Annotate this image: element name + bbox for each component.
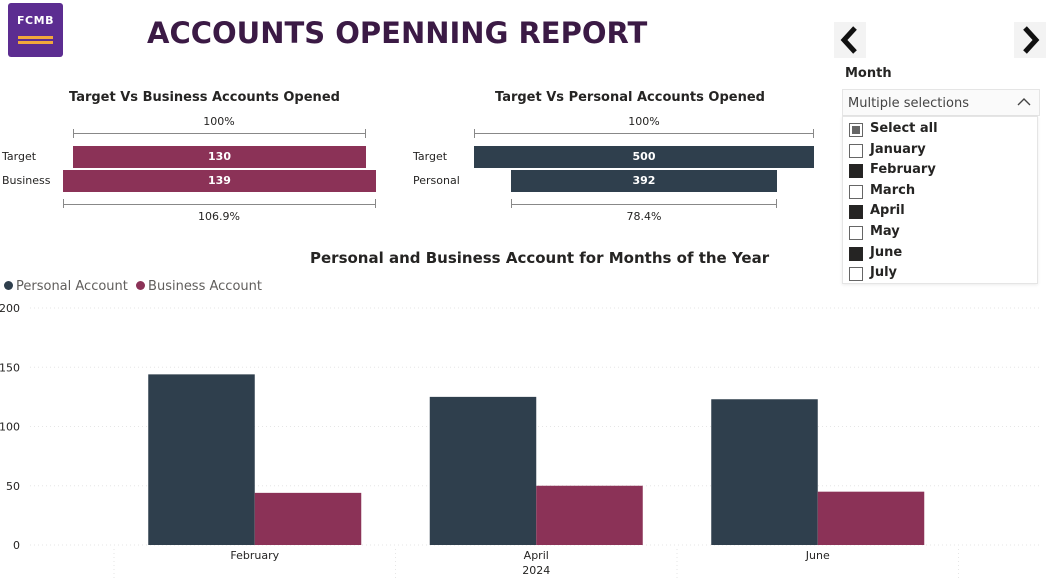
bar-personal-account-february[interactable] bbox=[148, 374, 255, 545]
business-target-bar[interactable]: 130 bbox=[73, 146, 366, 168]
month-option-march[interactable]: March bbox=[843, 182, 1033, 202]
chevron-up-icon bbox=[1017, 98, 1031, 106]
month-dropdown[interactable]: Multiple selections bbox=[842, 89, 1040, 116]
y-tick-label: 50 bbox=[6, 480, 20, 493]
month-option-february[interactable]: February bbox=[843, 161, 1033, 181]
month-option-label: June bbox=[870, 244, 903, 260]
month-option-label: Select all bbox=[870, 121, 938, 136]
month-option-label: March bbox=[870, 182, 916, 198]
bar-business-account-june[interactable] bbox=[817, 491, 925, 545]
checkbox-icon bbox=[849, 164, 863, 179]
month-slicer: Month Multiple selections Select all Janu… bbox=[836, 62, 1046, 284]
chart-legend: Personal Account Business Account bbox=[4, 279, 266, 294]
month-option-january[interactable]: January bbox=[843, 141, 1033, 161]
month-option-list: Select all January February March April May Ju… bbox=[842, 116, 1038, 284]
funnel-guide-tick bbox=[63, 199, 64, 208]
checkbox-icon bbox=[849, 143, 863, 158]
x-tick-label: June bbox=[805, 549, 830, 562]
bar-personal-account-june[interactable] bbox=[711, 399, 818, 545]
funnel-guide-line bbox=[73, 133, 366, 134]
personal-row-label-actual: Personal bbox=[413, 174, 460, 187]
month-option-label: July bbox=[870, 265, 898, 281]
x-tick-label: February bbox=[230, 549, 279, 562]
checkbox-icon bbox=[849, 123, 863, 137]
legend-item-business[interactable]: Business Account bbox=[136, 279, 262, 294]
month-option-april[interactable]: April bbox=[843, 202, 1033, 222]
legend-dot bbox=[4, 281, 13, 290]
report-title: ACCOUNTS OPENNING REPORT bbox=[147, 16, 648, 50]
business-funnel-title: Target Vs Business Accounts Opened bbox=[69, 90, 340, 105]
funnel-guide-line bbox=[511, 204, 777, 205]
month-option-label: April bbox=[870, 203, 905, 219]
business-funnel: Target Vs Business Accounts Opened 100% … bbox=[0, 88, 400, 228]
personal-actual-bar[interactable]: 392 bbox=[510, 170, 778, 192]
column-chart: 0 50 100 150 200 February April June 2024 bbox=[0, 302, 1040, 581]
month-option-july[interactable]: July bbox=[843, 264, 1033, 284]
business-bottom-percent: 106.9% bbox=[198, 210, 240, 223]
personal-top-percent: 100% bbox=[628, 115, 660, 128]
funnel-guide-line bbox=[63, 204, 376, 205]
x-tick-label: April bbox=[524, 549, 549, 562]
slicer-title: Month bbox=[845, 66, 892, 81]
checkbox-icon bbox=[849, 205, 863, 220]
chevron-right-icon bbox=[1023, 26, 1040, 54]
personal-bottom-percent: 78.4% bbox=[626, 210, 662, 223]
legend-dot bbox=[136, 281, 146, 290]
legend-label: Personal Account bbox=[16, 279, 128, 294]
x-group-label: 2024 bbox=[522, 564, 550, 577]
checkbox-icon bbox=[849, 184, 863, 199]
month-option-may[interactable]: May bbox=[843, 223, 1033, 243]
bar-personal-account-april[interactable] bbox=[429, 396, 537, 545]
personal-target-bar[interactable]: 500 bbox=[474, 146, 814, 168]
funnel-guide-tick bbox=[73, 129, 74, 138]
checkbox-icon bbox=[849, 246, 863, 261]
month-option-label: January bbox=[870, 141, 926, 157]
business-actual-bar[interactable]: 139 bbox=[62, 170, 377, 192]
logo-stripe bbox=[18, 41, 53, 44]
business-row-label-target: Target bbox=[2, 150, 37, 163]
funnel-guide-tick bbox=[776, 199, 777, 208]
logo-stripe bbox=[18, 36, 53, 39]
funnel-guide-tick bbox=[365, 129, 366, 138]
slicer-next-button[interactable] bbox=[1014, 22, 1046, 58]
month-option-june[interactable]: June bbox=[843, 244, 1033, 264]
funnel-guide-tick bbox=[375, 199, 376, 208]
y-tick-label: 100 bbox=[0, 421, 20, 434]
personal-row-label-target: Target bbox=[413, 150, 448, 163]
checkbox-icon bbox=[849, 267, 863, 282]
month-option-label: May bbox=[870, 224, 900, 239]
funnel-guide-tick bbox=[813, 129, 814, 138]
funnel-guide-tick bbox=[474, 129, 475, 138]
funnel-guide-tick bbox=[511, 199, 512, 208]
y-tick-label: 0 bbox=[13, 539, 20, 552]
checkbox-icon bbox=[849, 226, 863, 240]
business-top-percent: 100% bbox=[203, 115, 235, 128]
slicer-prev-button[interactable] bbox=[834, 22, 866, 58]
y-tick-label: 200 bbox=[0, 302, 20, 315]
month-option-select-all[interactable]: Select all bbox=[843, 120, 1033, 140]
y-tick-label: 150 bbox=[0, 361, 20, 374]
legend-label: Business Account bbox=[148, 279, 262, 294]
business-row-label-actual: Business bbox=[2, 174, 51, 187]
month-option-label: February bbox=[870, 162, 936, 178]
bar-business-account-february[interactable] bbox=[254, 492, 362, 545]
dropdown-value: Multiple selections bbox=[848, 96, 969, 111]
personal-funnel: Target Vs Personal Accounts Opened 100% … bbox=[0, 88, 830, 228]
column-chart-title-text: Personal and Business Account for Months… bbox=[310, 249, 770, 267]
logo-text: FCMB bbox=[17, 14, 54, 27]
personal-funnel-title: Target Vs Personal Accounts Opened bbox=[495, 90, 765, 105]
legend-item-personal[interactable]: Personal Account bbox=[4, 279, 128, 294]
funnel-guide-line bbox=[474, 133, 814, 134]
bar-business-account-april[interactable] bbox=[536, 485, 643, 545]
chevron-left-icon bbox=[840, 26, 857, 54]
fcmb-logo: FCMB bbox=[8, 3, 63, 57]
